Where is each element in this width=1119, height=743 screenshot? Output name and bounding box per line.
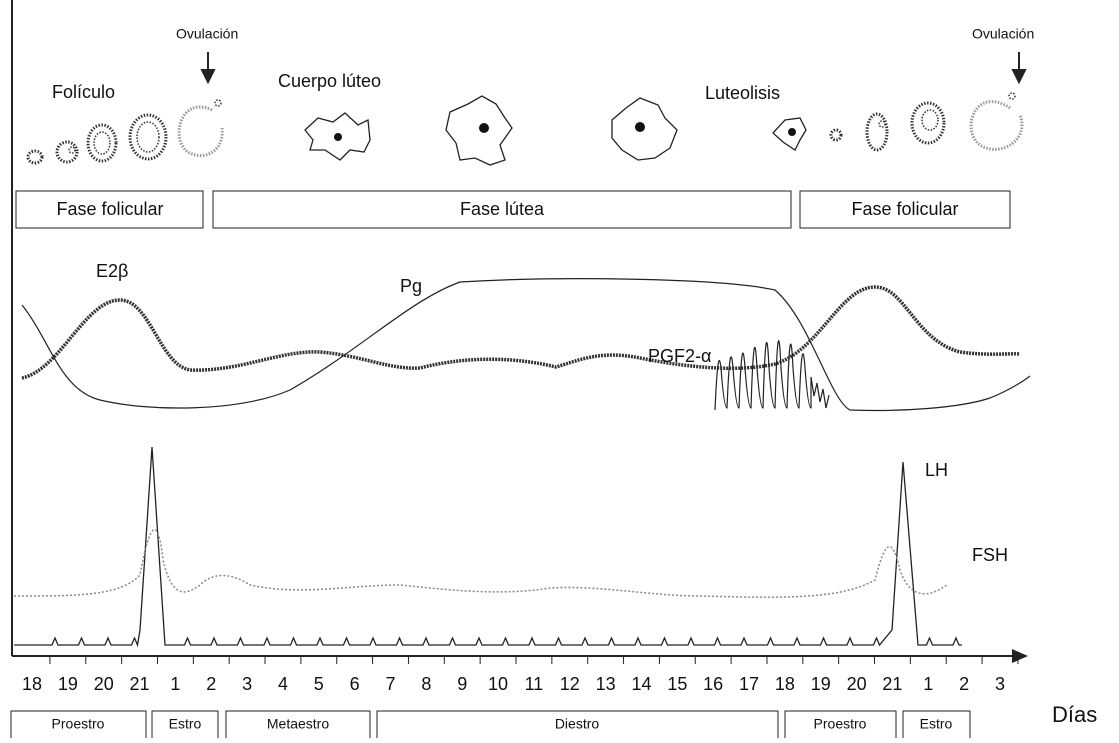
ovulation-label: Ovulación — [176, 26, 238, 42]
day-ticks: 18 19 20 21 1 2 3 4 5 6 7 8 9 10 11 12 13 14 15 16 17 18 19 20 2… — [22, 656, 1019, 694]
day-label: 15 — [667, 674, 687, 694]
day-label: 20 — [94, 674, 114, 694]
stage-label: Diestro — [555, 716, 600, 732]
ovulation-arrows — [200, 52, 1027, 85]
day-label: 3 — [242, 674, 252, 694]
axis-label: Días — [1052, 702, 1097, 727]
day-label: 11 — [525, 674, 544, 694]
fsh-label: FSH — [972, 545, 1008, 565]
stage-label: Proestro — [52, 716, 105, 732]
pg-curve — [21, 278, 1031, 412]
luteolysis-label: Luteolisis — [705, 83, 780, 103]
day-label: 2 — [959, 674, 969, 694]
ovary-icons — [26, 92, 1024, 165]
day-label: 18 — [22, 674, 42, 694]
day-label: 21 — [882, 674, 902, 694]
day-label: 12 — [560, 674, 580, 694]
day-label: 20 — [847, 674, 867, 694]
ovulation-label: Ovulación — [972, 26, 1034, 42]
day-label: 5 — [314, 674, 324, 694]
fsh-curve — [13, 528, 949, 598]
phase-box — [212, 190, 792, 229]
e2-label: E2β — [96, 261, 128, 281]
day-label: 13 — [596, 674, 616, 694]
day-label: 14 — [631, 674, 651, 694]
stage-label: Proestro — [814, 716, 867, 732]
day-label: 3 — [995, 674, 1005, 694]
day-label: 1 — [170, 674, 180, 694]
stage-label: Estro — [169, 716, 202, 732]
follicle-label: Folículo — [52, 82, 115, 102]
phase-label: Fase lútea — [460, 199, 545, 219]
day-label: 9 — [457, 674, 467, 694]
phase-label: Fase folicular — [851, 199, 958, 219]
corpus-luteum-label: Cuerpo lúteo — [278, 71, 381, 91]
lh-label: LH — [925, 460, 948, 480]
day-label: 6 — [350, 674, 360, 694]
lh-curve — [14, 446, 962, 648]
stages: Proestro Estro Metaestro Diestro Proestr… — [10, 710, 971, 742]
day-label: 19 — [58, 674, 78, 694]
pgf2-curve — [714, 340, 830, 411]
stage-label: Estro — [920, 716, 953, 732]
day-label: 8 — [421, 674, 431, 694]
pg-label: Pg — [400, 276, 422, 296]
e2-curve — [21, 285, 1021, 380]
day-label: 19 — [811, 674, 831, 694]
day-label: 21 — [130, 674, 150, 694]
stage-label: Metaestro — [267, 716, 329, 732]
axis-arrow — [1012, 649, 1028, 663]
day-label: 2 — [206, 674, 216, 694]
corpus-luteum-cores — [334, 122, 796, 141]
phase-box — [15, 190, 204, 229]
day-label: 18 — [775, 674, 795, 694]
day-label: 17 — [739, 674, 759, 694]
corpus-luteum-icons — [304, 95, 807, 166]
day-label: 10 — [488, 674, 508, 694]
day-label: 7 — [386, 674, 396, 694]
phase-box — [799, 190, 1011, 229]
pgf2-label: PGF2-α — [648, 346, 711, 366]
day-label: 1 — [923, 674, 933, 694]
day-label: 16 — [703, 674, 723, 694]
day-label: 4 — [278, 674, 288, 694]
phase-label: Fase folicular — [56, 199, 163, 219]
